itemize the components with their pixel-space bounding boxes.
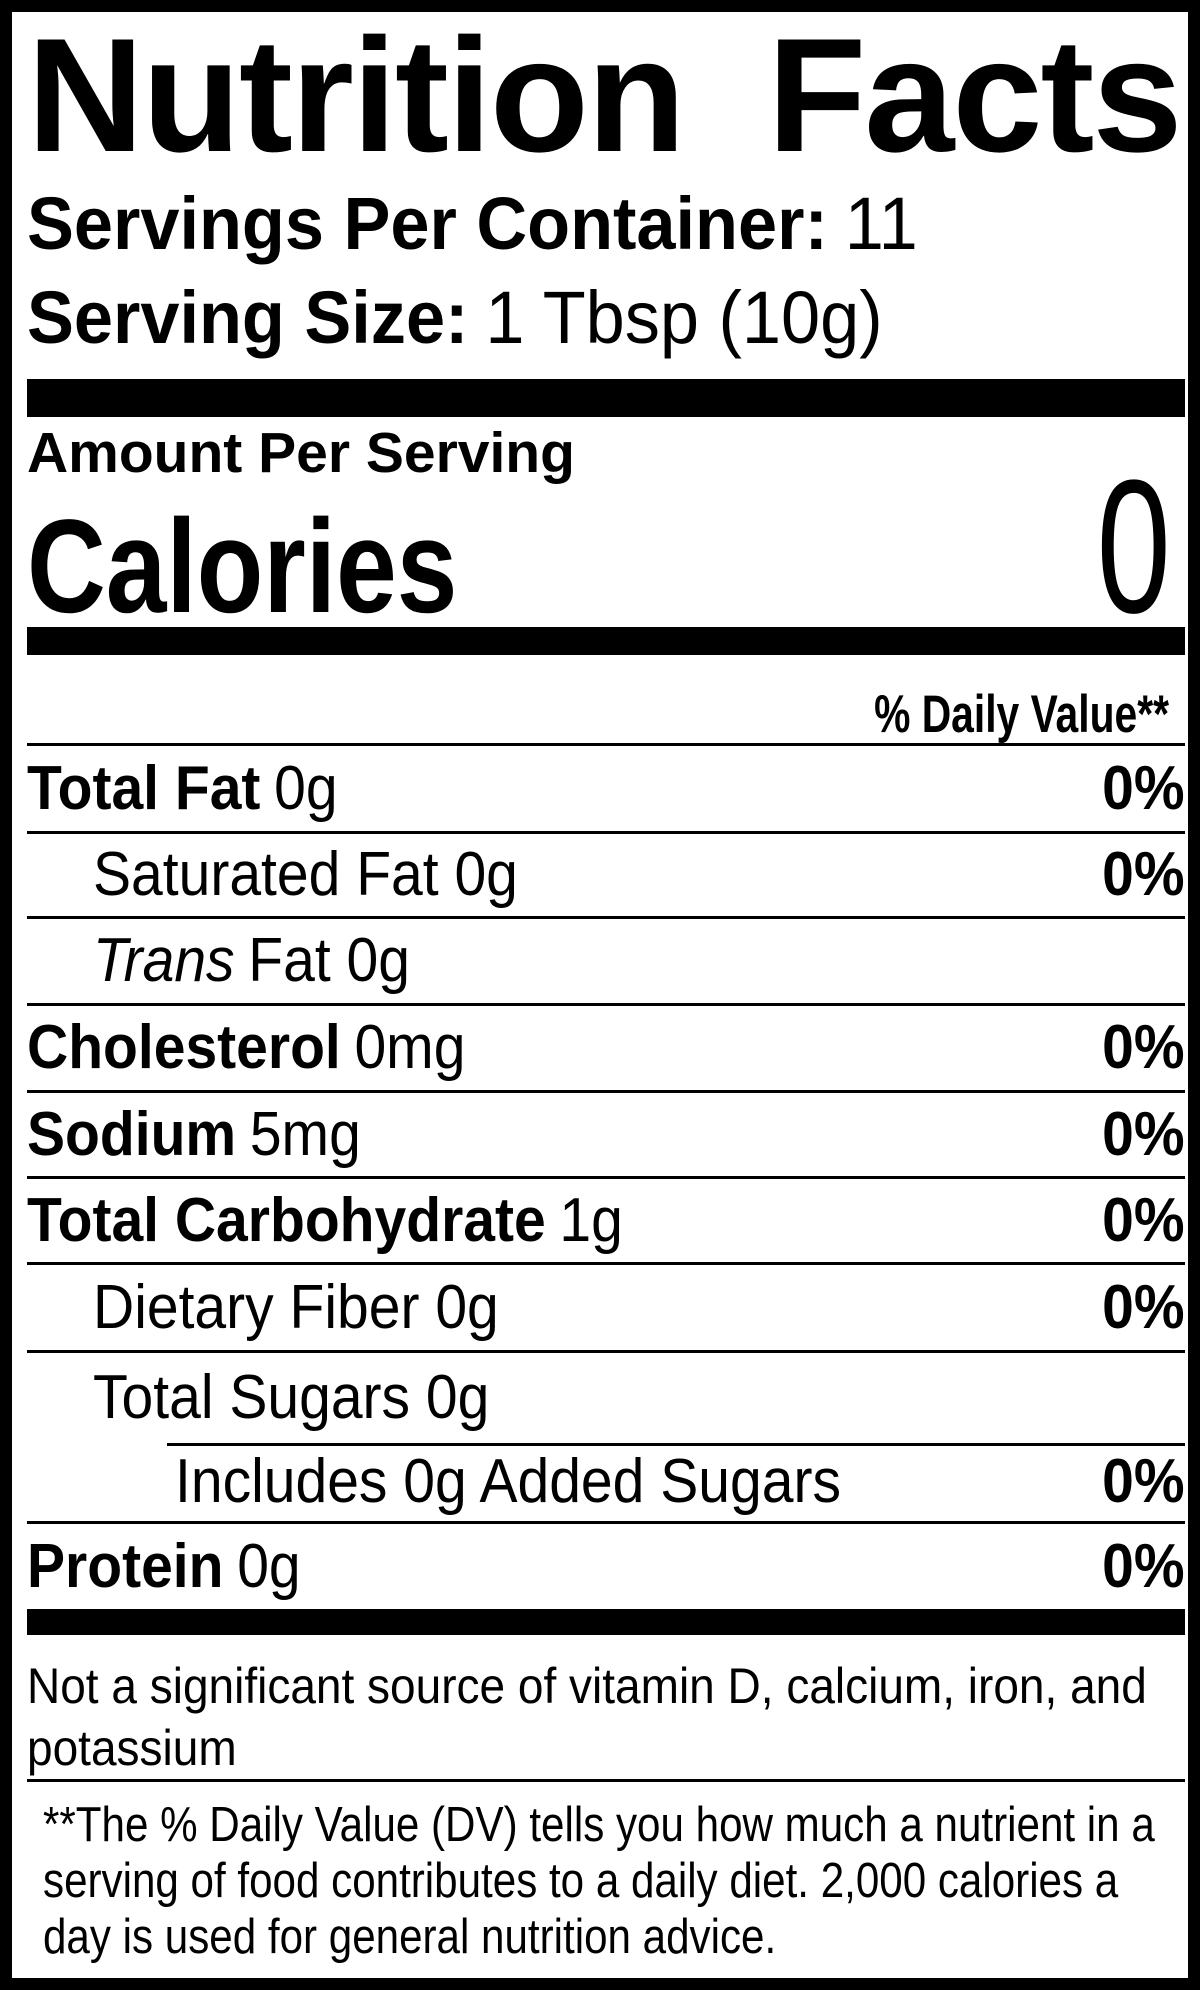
thick-rule-calories	[27, 627, 1185, 655]
nutrient-amount: 0mg	[354, 1013, 466, 1082]
nutrient-name: Total Fat 0g	[27, 757, 338, 820]
daily-value: 0%	[1102, 840, 1185, 909]
footnote-divider	[27, 1779, 1185, 1782]
nutrient-name: Total Carbohydrate 1g	[27, 1189, 623, 1252]
footnote-text: **The % Daily Value (DV) tells you how m…	[43, 1798, 1155, 1964]
servings-per-container-label: Servings Per Container:	[27, 182, 828, 265]
row-trans-fat: Trans Fat 0g	[27, 916, 1185, 1003]
daily-value: 0%	[1102, 1185, 1185, 1255]
nutrient-amount: 0g	[274, 753, 338, 823]
calories-label: Calories	[27, 493, 458, 641]
daily-value: 0%	[1102, 753, 1185, 823]
nutrient-name: Dietary Fiber 0g	[93, 1272, 499, 1342]
not-significant-note: Not a significant source of vitamin D, c…	[27, 1658, 1147, 1776]
daily-value-header: % Daily Value**	[27, 687, 1185, 743]
nutrient-name-italic: Trans	[93, 926, 235, 995]
nutrient-name: Saturated Fat 0g	[93, 840, 518, 909]
serving-size-line: Serving Size: 1 Tbsp (10g)	[27, 281, 1185, 355]
daily-value: 0%	[1102, 1013, 1185, 1082]
row-protein: Protein 0g 0%	[27, 1521, 1185, 1609]
nutrient-name: Protein 0g	[27, 1535, 301, 1598]
calories-row: Calories 0	[27, 441, 1185, 653]
nutrient-name-bold: Total Fat	[27, 753, 261, 823]
row-dietary-fiber: Dietary Fiber 0g 0%	[27, 1262, 1185, 1350]
nutrient-name-bold: Cholesterol	[27, 1013, 341, 1082]
nutrient-rows: Total Fat 0g 0% Saturated Fat 0g 0% Trans…	[27, 743, 1185, 1609]
nutrient-name: Total Sugars 0g	[93, 1363, 490, 1432]
servings-per-container-value: 11	[844, 182, 918, 265]
thick-rule-bottom	[27, 1609, 1185, 1635]
row-total-sugars: Total Sugars 0g	[27, 1350, 1185, 1443]
nutrient-name: Cholesterol 0mg	[27, 1017, 465, 1079]
daily-value: 0%	[1102, 1447, 1185, 1516]
daily-value: 0%	[1102, 1531, 1185, 1601]
row-saturated-fat: Saturated Fat 0g 0%	[27, 831, 1185, 916]
thick-rule-top	[27, 379, 1185, 417]
serving-size-value: 1 Tbsp (10g)	[485, 276, 883, 359]
row-added-sugars: Includes 0g Added Sugars 0%	[27, 1443, 1185, 1521]
servings-per-container-text: Servings Per Container: 11	[27, 187, 918, 261]
servings-per-container-line: Servings Per Container: 11	[27, 187, 1185, 261]
nutrient-name-bold: Protein	[27, 1531, 224, 1601]
row-sodium: Sodium 5mg 0%	[27, 1090, 1185, 1176]
amount-per-serving-label: Amount Per Serving	[27, 421, 575, 485]
serving-size-text: Serving Size: 1 Tbsp (10g)	[27, 281, 883, 355]
daily-value: 0%	[1102, 1099, 1185, 1169]
nutrient-name: Sodium 5mg	[27, 1103, 361, 1166]
nutrient-amount: 1g	[559, 1185, 623, 1255]
nutrient-name: Includes 0g Added Sugars	[175, 1447, 841, 1516]
row-cholesterol: Cholesterol 0mg 0%	[27, 1003, 1185, 1090]
nutrient-name: Trans Fat 0g	[93, 930, 410, 992]
nutrient-amount: 5mg	[249, 1099, 361, 1169]
nutrient-amount: Fat 0g	[248, 926, 410, 995]
serving-size-label: Serving Size:	[27, 276, 469, 359]
daily-value: 0%	[1102, 1272, 1185, 1342]
row-total-fat: Total Fat 0g 0%	[27, 746, 1185, 831]
nutrient-amount: 0g	[237, 1531, 301, 1601]
daily-value-header-text: % Daily Value**	[874, 685, 1169, 744]
nutrition-facts-title: Nutrition Facts	[27, 5, 1183, 186]
nutrient-name-bold: Total Carbohydrate	[27, 1185, 546, 1255]
calories-value: 0	[1097, 441, 1171, 653]
row-total-carbohydrate: Total Carbohydrate 1g 0%	[27, 1176, 1185, 1262]
nutrient-name-bold: Sodium	[27, 1099, 237, 1169]
